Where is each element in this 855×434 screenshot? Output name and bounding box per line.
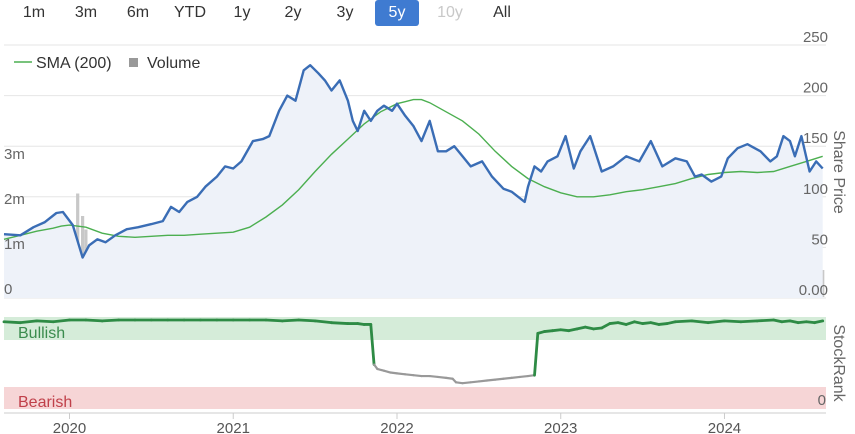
stockrank-segment bbox=[382, 369, 392, 374]
stockrank-segment bbox=[264, 318, 284, 323]
range-10y-button: 10y bbox=[437, 4, 463, 21]
stockrank-segment bbox=[454, 381, 464, 385]
stockrank-segment bbox=[389, 371, 399, 375]
sma-legend-label[interactable]: SMA (200) bbox=[36, 55, 112, 72]
stockrank-segment bbox=[518, 374, 530, 379]
range-selector: 1m 3m 6m YTD 1y 2y 3y 5y 10y All bbox=[0, 0, 560, 26]
range-1m-button[interactable]: 1m bbox=[22, 4, 46, 21]
stockrank-segment bbox=[533, 331, 540, 377]
price-tick-label: 50 bbox=[811, 231, 828, 248]
range-6m-button[interactable]: 6m bbox=[126, 4, 150, 21]
stockrank-segment bbox=[404, 373, 415, 377]
stockrank-segment bbox=[461, 381, 472, 385]
stockrank-segment bbox=[723, 319, 743, 324]
price-fill bbox=[4, 65, 823, 298]
stockrank-segment bbox=[428, 374, 440, 379]
range-ytd-button[interactable]: YTD bbox=[174, 4, 206, 21]
price-tick-label: 200 bbox=[803, 80, 828, 97]
stockrank-segment bbox=[690, 319, 710, 325]
volume-legend-label[interactable]: Volume bbox=[147, 55, 200, 72]
volume-legend-swatch bbox=[129, 58, 138, 67]
stockrank-segment bbox=[280, 318, 301, 323]
stockrank-segment bbox=[755, 318, 776, 323]
price-area bbox=[4, 65, 823, 298]
range-3y-button[interactable]: 3y bbox=[336, 4, 354, 21]
range-all-button[interactable]: All bbox=[493, 4, 511, 21]
stockrank-segment bbox=[813, 319, 825, 325]
stockrank-segment bbox=[35, 319, 55, 324]
stockrank-segment bbox=[436, 375, 448, 379]
stockrank-line bbox=[2, 318, 825, 385]
bearish-label: Bearish bbox=[18, 394, 72, 411]
stockrank-segment bbox=[739, 319, 759, 324]
volume-tick-label: 3m bbox=[4, 146, 25, 163]
x-tick-label: 2023 bbox=[544, 420, 577, 434]
price-tick-label: 250 bbox=[803, 29, 828, 46]
stockrank-segment bbox=[673, 319, 694, 324]
axis-labels: 250 200 150 100 50 0.00 3m 2m 1m 0 0 2020 2021 2022 20… bbox=[4, 29, 847, 434]
price-series-line bbox=[3, 63, 824, 259]
stockrank-segment bbox=[84, 318, 104, 323]
stockrank-segment bbox=[330, 321, 350, 325]
stockrank-segment bbox=[469, 380, 480, 384]
stockrank-segment bbox=[485, 378, 497, 382]
bearish-band bbox=[4, 387, 826, 409]
stockrank-segment bbox=[395, 372, 407, 376]
stockrank-segment bbox=[502, 376, 513, 380]
x-tick-label: 2022 bbox=[380, 420, 413, 434]
price-tick-label: 100 bbox=[803, 181, 828, 198]
sma-series-line bbox=[3, 98, 823, 240]
price-axis-title: Share Price bbox=[830, 130, 847, 214]
stockrank-segment bbox=[510, 375, 521, 379]
price-line bbox=[3, 63, 824, 259]
stockrank-segment bbox=[624, 320, 636, 326]
stockrank-segment bbox=[376, 367, 385, 372]
range-2y-button[interactable]: 2y bbox=[284, 4, 302, 21]
volume-tick-label: 1m bbox=[4, 236, 25, 253]
stockrank-segment bbox=[297, 318, 317, 323]
volume-tick-label: 0 bbox=[4, 281, 12, 298]
range-1y-button[interactable]: 1y bbox=[233, 4, 251, 21]
stockrank-axis-title: StockRank bbox=[830, 324, 847, 402]
x-tick-label: 2024 bbox=[708, 420, 741, 434]
price-tick-label: 0.00 bbox=[799, 282, 828, 299]
range-3m-button[interactable]: 3m bbox=[74, 4, 98, 21]
stockrank-segment bbox=[706, 319, 726, 325]
stockrank-segment bbox=[445, 376, 454, 380]
volume-bar bbox=[821, 270, 825, 297]
volume-tick-label: 2m bbox=[4, 191, 25, 208]
price-tick-label: 150 bbox=[803, 130, 828, 147]
stockrank-segment bbox=[18, 319, 39, 325]
stockrank-tick-label: 0 bbox=[818, 392, 826, 409]
sma-line bbox=[3, 98, 823, 240]
stockrank-segment bbox=[2, 320, 22, 325]
stockrank-segment bbox=[477, 379, 489, 383]
stockrank-segment bbox=[494, 377, 505, 381]
x-tick-label: 2021 bbox=[217, 420, 250, 434]
stockrank-segment bbox=[600, 322, 612, 330]
stockrank-segment bbox=[51, 318, 71, 324]
x-tick-label: 2020 bbox=[53, 420, 86, 434]
stockrank-segment bbox=[313, 319, 333, 325]
bullish-label: Bullish bbox=[18, 325, 65, 342]
stockrank-bands: Bullish Bearish bbox=[4, 317, 826, 411]
stockrank-segment bbox=[369, 323, 376, 366]
stockrank-segment bbox=[412, 374, 423, 378]
stockrank-segment bbox=[100, 318, 121, 323]
chart-legend[interactable]: SMA (200) Volume bbox=[14, 55, 200, 72]
range-5y-button[interactable]: 5y bbox=[375, 0, 419, 26]
